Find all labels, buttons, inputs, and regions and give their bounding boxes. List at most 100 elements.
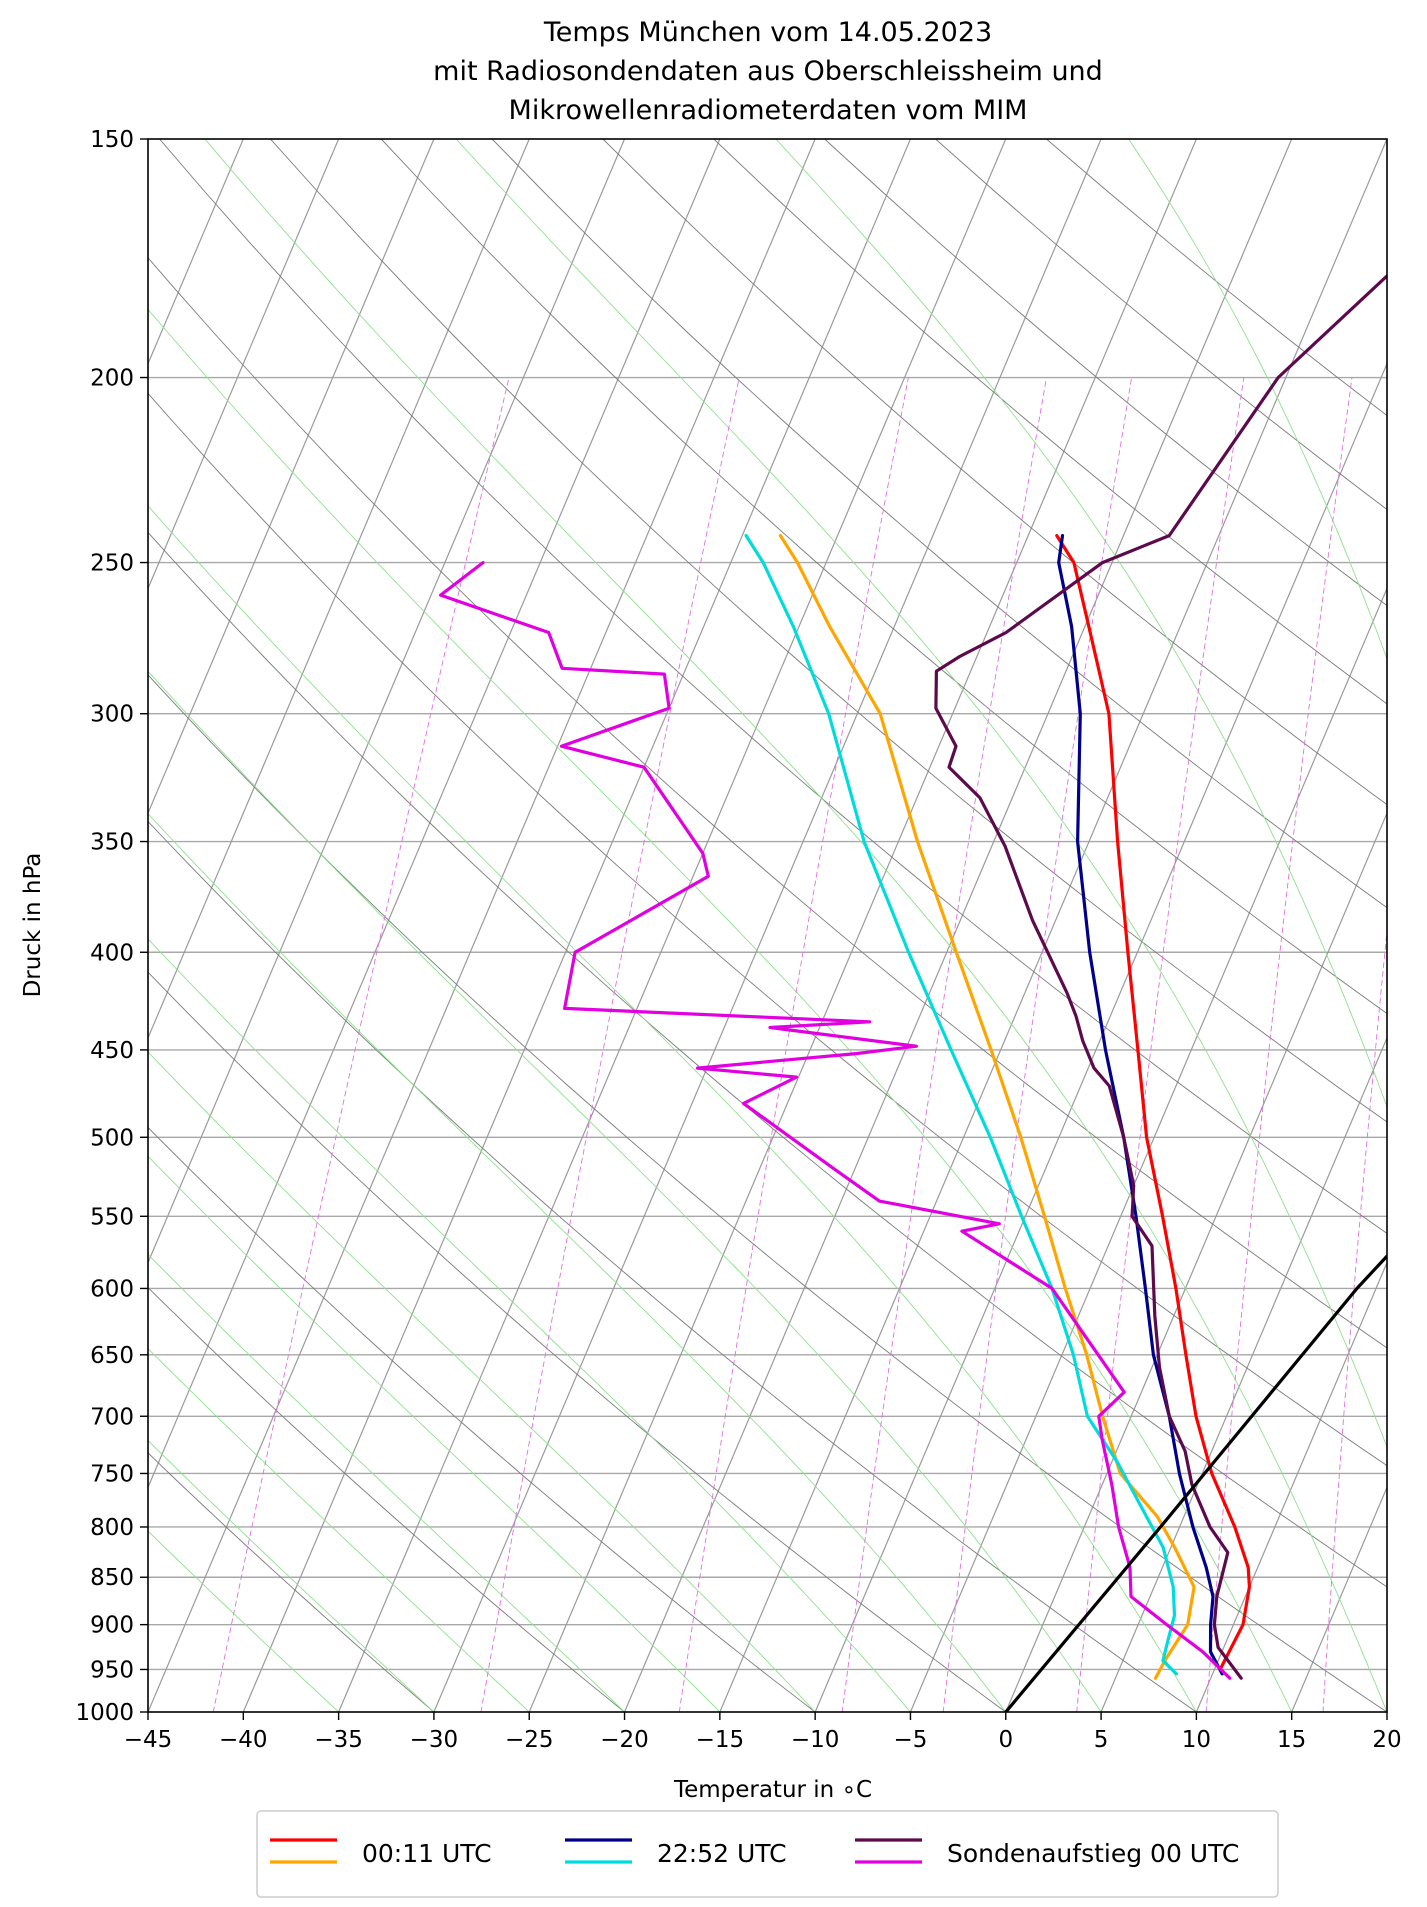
dry-adiabat-line — [159, 139, 1387, 1234]
series-line-temperature-4 — [934, 273, 1387, 1680]
moist-adiabat-line — [148, 1347, 530, 1712]
mixing-ratio-line — [841, 377, 1047, 1712]
moist-adiabat-line — [148, 308, 1293, 1712]
isotherm-line — [1386, 1710, 1387, 1712]
dry-adiabat-line — [148, 392, 1387, 1467]
dry-adiabat-line — [148, 257, 1387, 1349]
moist-adiabat-line — [148, 1530, 340, 1712]
isotherm-line — [242, 139, 912, 1712]
x-tick-label: 5 — [1094, 1727, 1109, 1753]
x-tick-label: −10 — [791, 1727, 840, 1753]
legend-box — [256, 1810, 1279, 1898]
x-tick-label: 0 — [998, 1727, 1013, 1753]
mixing-ratio-line — [1205, 377, 1353, 1712]
moist-adiabat-line — [148, 1051, 816, 1712]
isotherm-line — [338, 139, 1007, 1712]
isotherm-line — [719, 139, 1387, 1712]
moist-adiabat-line — [148, 1253, 625, 1712]
y-tick-label: 350 — [90, 830, 134, 856]
y-tick-label: 850 — [90, 1565, 134, 1591]
isotherm-line — [1100, 1036, 1387, 1712]
moist-adiabat-line — [148, 505, 1197, 1712]
dry-adiabat-line — [148, 820, 1197, 1712]
series-line-dewpoint-5 — [439, 561, 1232, 1680]
isotherm-line — [528, 139, 1197, 1712]
y-tick-label: 200 — [90, 366, 134, 392]
mixing-ratio-line — [480, 377, 740, 1712]
x-tick-label: 15 — [1277, 1727, 1306, 1753]
moist-adiabat-line — [204, 139, 1387, 1712]
isotherm-line — [148, 139, 530, 1040]
mixing-ratio-line — [678, 377, 909, 1712]
y-tick-label: 150 — [90, 127, 134, 153]
x-tick-label: −25 — [505, 1727, 554, 1753]
moist-adiabat-line — [775, 139, 1387, 1108]
title-line-3: Mikrowellenradiometerdaten vom MIM — [509, 95, 1028, 126]
moist-adiabat-line — [455, 139, 1387, 1449]
isotherm-line — [1195, 1261, 1387, 1712]
legend-label: 22:52 UTC — [657, 1839, 787, 1868]
y-tick-label: 1000 — [75, 1700, 134, 1726]
isotherm-line — [148, 139, 816, 1712]
y-tick-label: 600 — [90, 1276, 134, 1302]
series-line-reference-6 — [1004, 1253, 1387, 1712]
dry-adiabat-line — [148, 674, 1387, 1712]
series-line-temperature-2 — [1057, 534, 1224, 1676]
x-tick-label: −35 — [314, 1727, 363, 1753]
y-tick-label: 750 — [90, 1461, 134, 1487]
legend: 00:11 UTC 22:52 UTC Sondenaufstieg 00 UTC — [256, 1810, 1279, 1898]
x-tick-label: −20 — [600, 1727, 649, 1753]
mixing-ratio-line — [1409, 378, 1427, 1713]
mixing-ratio-line — [212, 377, 510, 1712]
x-axis-label: Temperatur in ∘C — [673, 1777, 872, 1803]
y-tick-label: 900 — [90, 1613, 134, 1639]
y-tick-label: 800 — [90, 1515, 134, 1541]
background-lines — [148, 139, 1427, 1713]
dry-adiabat-line — [1045, 139, 1387, 417]
mixing-ratio-line — [1076, 377, 1245, 1712]
dry-adiabat-line — [148, 1286, 625, 1712]
y-tick-label: 550 — [90, 1204, 134, 1230]
dry-adiabat-line — [148, 971, 1007, 1712]
chart-title: Temps München vom 14.05.2023 mit Radioso… — [433, 17, 1103, 126]
y-tick-label: 450 — [90, 1038, 134, 1064]
moist-adiabat-line — [148, 938, 911, 1712]
series-line-temperature-0 — [1055, 534, 1251, 1672]
isotherm-line — [1005, 811, 1387, 1712]
x-axis-ticks: −45 −40 −35 −30 −25 −20 −15 −10 −5 0 5 10 15 20 — [124, 1712, 1402, 1753]
moist-adiabat-line — [148, 812, 1007, 1712]
isotherm-line — [433, 139, 1102, 1712]
dry-adiabat-line — [148, 1126, 816, 1712]
dry-adiabat-line — [713, 139, 1387, 705]
moist-adiabat-line — [148, 670, 1102, 1712]
series-line-dewpoint-1 — [778, 534, 1196, 1680]
x-tick-label: −30 — [410, 1727, 459, 1753]
dry-adiabat-line — [269, 139, 1387, 1123]
plot-frame — [147, 138, 1388, 1713]
dry-adiabat-line — [602, 139, 1387, 806]
x-tick-label: −15 — [696, 1727, 745, 1753]
moist-adiabat-line — [148, 1155, 721, 1712]
y-axis-ticks: 1000 950 900 850 800 750 700 650 600 550 500 450 400… — [75, 127, 148, 1726]
y-tick-label: 650 — [90, 1343, 134, 1369]
isotherm-line — [148, 139, 721, 1489]
moist-adiabat-line — [148, 1439, 435, 1712]
dry-adiabat-line — [491, 139, 1387, 909]
mixing-ratio-line — [942, 377, 1133, 1712]
isotherm-line — [909, 586, 1387, 1712]
y-tick-label: 250 — [90, 551, 134, 577]
isotherm-line — [814, 362, 1387, 1712]
y-axis-label: Druck in hPa — [20, 853, 46, 998]
legend-label: Sondenaufstieg 00 UTC — [947, 1839, 1239, 1868]
y-tick-label: 950 — [90, 1657, 134, 1683]
legend-label: 00:11 UTC — [362, 1839, 492, 1868]
y-tick-label: 300 — [90, 702, 134, 728]
x-tick-label: −5 — [894, 1727, 928, 1753]
y-tick-label: 400 — [90, 940, 134, 966]
title-line-2: mit Radiosondendaten aus Oberschleisshei… — [433, 56, 1103, 87]
isotherm-line — [1291, 1485, 1387, 1712]
dry-adiabat-line — [148, 1452, 435, 1712]
data-series — [439, 273, 1387, 1712]
isotherm-line — [623, 139, 1293, 1712]
